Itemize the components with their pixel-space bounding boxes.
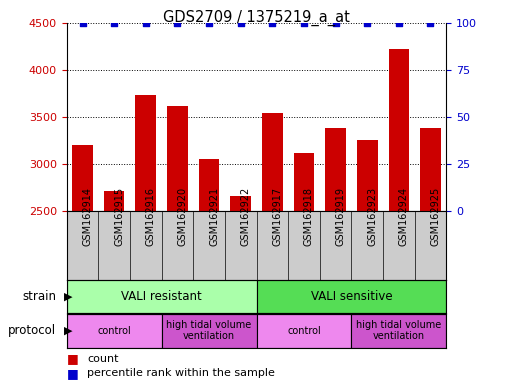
Text: GSM162920: GSM162920 xyxy=(177,187,187,246)
Bar xyxy=(357,140,378,384)
Text: GSM162925: GSM162925 xyxy=(430,187,441,247)
Text: VALI resistant: VALI resistant xyxy=(121,290,202,303)
Text: GSM162917: GSM162917 xyxy=(272,187,282,246)
Point xyxy=(426,20,435,26)
Bar xyxy=(351,314,446,348)
Text: ■: ■ xyxy=(67,367,78,380)
Point xyxy=(110,20,118,26)
Point xyxy=(142,20,150,26)
Point xyxy=(394,20,403,26)
Point xyxy=(173,20,182,26)
Bar xyxy=(199,159,220,384)
Point xyxy=(331,20,340,26)
Text: GSM162915: GSM162915 xyxy=(114,187,124,246)
Text: GDS2709 / 1375219_a_at: GDS2709 / 1375219_a_at xyxy=(163,10,350,26)
Text: control: control xyxy=(287,326,321,336)
Text: protocol: protocol xyxy=(8,324,56,337)
Text: count: count xyxy=(87,354,119,364)
Text: ■: ■ xyxy=(67,353,78,366)
Bar xyxy=(256,280,446,313)
Bar xyxy=(293,153,314,384)
Text: high tidal volume
ventilation: high tidal volume ventilation xyxy=(166,320,252,341)
Point xyxy=(268,20,277,26)
Bar xyxy=(256,314,351,348)
Text: GSM162923: GSM162923 xyxy=(367,187,377,246)
Text: GSM162916: GSM162916 xyxy=(146,187,156,246)
Text: ▶: ▶ xyxy=(64,326,73,336)
Text: control: control xyxy=(97,326,131,336)
Bar xyxy=(167,106,188,384)
Text: GSM162922: GSM162922 xyxy=(241,187,251,247)
Text: GSM162918: GSM162918 xyxy=(304,187,314,246)
Bar xyxy=(67,280,256,313)
Text: high tidal volume
ventilation: high tidal volume ventilation xyxy=(356,320,442,341)
Text: GSM162914: GSM162914 xyxy=(83,187,92,246)
Text: GSM162924: GSM162924 xyxy=(399,187,409,246)
Text: VALI sensitive: VALI sensitive xyxy=(310,290,392,303)
Bar xyxy=(325,128,346,384)
Bar xyxy=(262,113,283,384)
Point xyxy=(205,20,213,26)
Bar xyxy=(420,128,441,384)
Bar xyxy=(72,146,93,384)
Text: percentile rank within the sample: percentile rank within the sample xyxy=(87,368,275,378)
Text: GSM162921: GSM162921 xyxy=(209,187,219,246)
Bar xyxy=(162,314,256,348)
Point xyxy=(78,20,87,26)
Text: strain: strain xyxy=(23,290,56,303)
Bar xyxy=(388,50,409,384)
Bar xyxy=(67,314,162,348)
Point xyxy=(300,20,308,26)
Text: ▶: ▶ xyxy=(64,291,73,302)
Text: GSM162919: GSM162919 xyxy=(336,187,346,246)
Point xyxy=(236,20,245,26)
Bar xyxy=(135,94,156,384)
Bar xyxy=(230,196,251,384)
Point xyxy=(363,20,371,26)
Bar xyxy=(104,190,125,384)
